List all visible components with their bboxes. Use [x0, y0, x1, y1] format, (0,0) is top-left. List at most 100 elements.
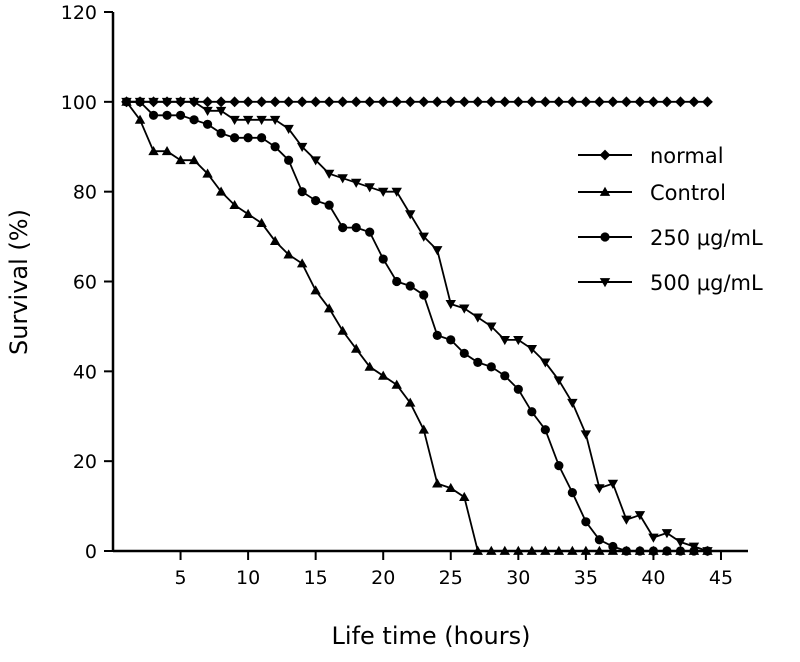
data-point-circle [567, 488, 577, 498]
data-point-circle [554, 461, 564, 471]
data-point-triangle-up [188, 155, 200, 165]
data-point-circle [621, 546, 632, 556]
legend-item-circle: 250 μg/mL [578, 226, 763, 250]
y-tick-label: 120 [61, 2, 97, 24]
y-tick-label: 40 [73, 361, 97, 383]
data-point-triangle-down [418, 232, 429, 242]
data-point-triangle-up [513, 545, 524, 555]
data-point-triangle-up [594, 545, 605, 555]
data-point-triangle-down [215, 106, 227, 117]
data-point-triangle-down [121, 97, 132, 108]
data-point-triangle-down [242, 115, 254, 125]
data-point-diamond [418, 96, 430, 108]
data-point-circle [324, 200, 334, 210]
series-circle [121, 97, 713, 556]
data-point-triangle-down [688, 542, 700, 552]
data-point-diamond [256, 96, 268, 108]
data-point-triangle-down [445, 300, 456, 310]
x-tick-label: 10 [236, 567, 260, 589]
data-point-circle [635, 546, 645, 556]
y-tick-label: 60 [73, 272, 97, 294]
data-point-diamond [553, 96, 565, 108]
data-point-diamond [607, 96, 619, 108]
y-tick-label: 20 [73, 451, 97, 473]
data-point-circle [648, 546, 659, 556]
data-point-triangle-up [242, 208, 254, 219]
data-point-triangle-down [323, 169, 335, 179]
data-point-diamond [688, 96, 700, 108]
x-tick-label: 35 [574, 567, 598, 589]
data-point-triangle-down [513, 335, 524, 346]
data-point-triangle-up [323, 303, 335, 313]
data-point-circle [513, 384, 523, 394]
data-point-triangle-down [553, 376, 565, 386]
x-tick-label: 30 [506, 567, 530, 589]
data-point-triangle-down [594, 484, 605, 494]
series-triangle-up [121, 96, 713, 555]
data-point-circle [189, 115, 199, 125]
data-point-diamond [377, 96, 389, 108]
data-point-triangle-down [148, 97, 159, 108]
data-point-diamond [350, 96, 362, 108]
data-point-circle [675, 546, 686, 556]
data-point-triangle-up [175, 155, 186, 165]
data-point-triangle-down [391, 187, 402, 197]
data-point-triangle-up [148, 146, 159, 156]
data-point-circle [527, 407, 537, 417]
data-point-diamond [512, 96, 524, 108]
data-point-diamond [458, 96, 470, 108]
data-point-circle [351, 223, 361, 233]
data-point-circle [500, 371, 510, 381]
data-point-circle [594, 535, 604, 545]
data-point-circle [243, 133, 253, 143]
legend-item-diamond: normal [578, 144, 724, 168]
data-point-circle [419, 290, 429, 300]
x-tick-label: 45 [709, 567, 733, 589]
data-point-triangle-up [405, 397, 416, 407]
x-axis-title: Life time (hours) [332, 622, 531, 650]
data-point-diamond [431, 96, 443, 108]
data-point-triangle-down [310, 156, 321, 166]
data-point-diamond [634, 96, 646, 108]
data-point-circle [405, 281, 415, 291]
data-point-triangle-up [134, 114, 146, 124]
data-point-circle [297, 187, 307, 197]
data-point-triangle-up [296, 258, 308, 268]
data-point-triangle-up [567, 545, 578, 555]
x-tick-label: 5 [175, 567, 187, 589]
data-point-triangle-down [175, 97, 186, 108]
data-point-triangle-down [648, 533, 659, 543]
data-point-triangle-up [364, 361, 375, 371]
data-point-triangle-down [378, 187, 389, 197]
data-point-diamond [269, 96, 281, 108]
data-point-diamond [242, 96, 254, 108]
legend-label: Control [650, 181, 726, 205]
data-point-triangle-up [215, 186, 227, 196]
data-point-triangle-down [472, 313, 483, 323]
data-point-triangle-up [540, 545, 551, 555]
data-point-triangle-up [161, 146, 173, 156]
data-point-circle [175, 110, 186, 120]
y-axis-title: Survival (%) [5, 209, 33, 355]
data-point-triangle-down [499, 335, 511, 346]
data-point-triangle-down [634, 511, 646, 521]
data-point-triangle-up [432, 478, 443, 488]
data-point-triangle-down [283, 124, 294, 134]
series-layer [121, 96, 713, 557]
data-point-triangle-up [350, 343, 362, 353]
data-point-diamond [593, 96, 605, 108]
data-point-triangle-down [702, 547, 713, 557]
data-point-circle [378, 254, 388, 264]
data-point-diamond [472, 96, 484, 108]
data-point-triangle-down [621, 515, 632, 525]
data-point-diamond [323, 96, 335, 108]
data-point-diamond [202, 96, 213, 108]
data-point-diamond [661, 96, 673, 108]
legend: normal Control 250 μg/mL 500 μg/mL [578, 144, 763, 295]
data-point-triangle-up [256, 217, 267, 228]
data-point-diamond [499, 96, 511, 108]
legend-marker [599, 149, 611, 161]
data-point-triangle-up [499, 545, 511, 555]
data-point-triangle-down [134, 97, 146, 108]
data-point-circle [432, 330, 442, 340]
